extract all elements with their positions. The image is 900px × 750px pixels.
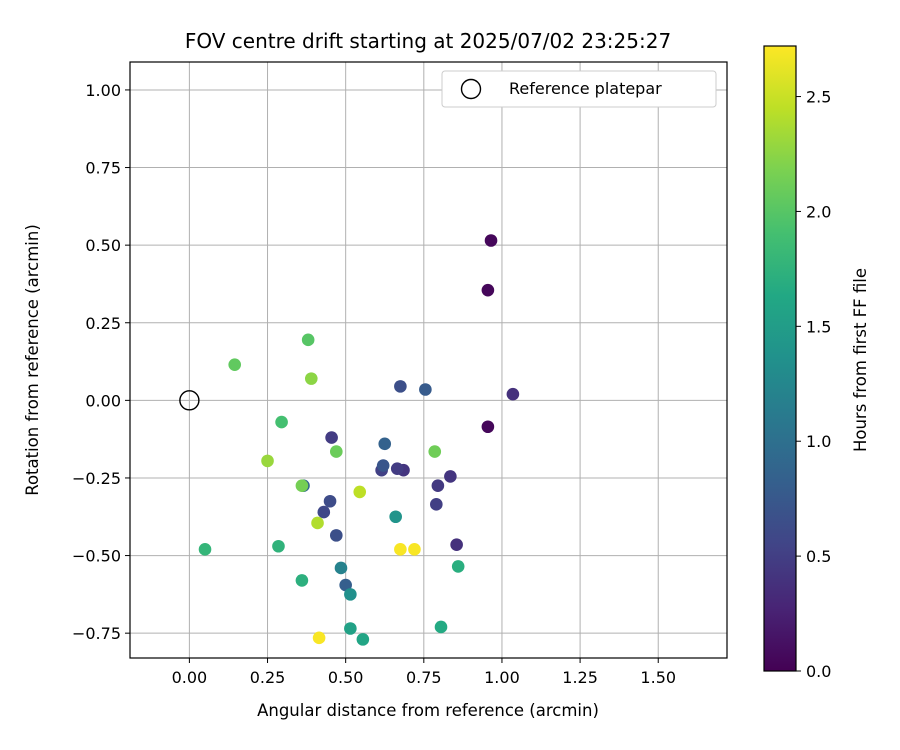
scatter-point	[481, 283, 495, 297]
x-tick-label: 0.75	[406, 668, 442, 687]
scatter-point	[376, 459, 390, 472]
x-axis-label: Angular distance from reference (arcmin)	[257, 701, 599, 720]
data-points	[179, 234, 520, 646]
y-tick-label: 0.75	[85, 159, 121, 178]
x-tick-label: 0.50	[328, 668, 364, 687]
legend-label-reference: Reference platepar	[509, 79, 662, 98]
reference-platepar-marker	[179, 390, 200, 411]
scatter-point	[394, 543, 407, 556]
scatter-point	[450, 538, 463, 551]
grid	[130, 62, 727, 658]
legend-box	[441, 70, 717, 108]
scatter-point	[434, 620, 448, 634]
scatter-point	[378, 437, 392, 451]
scatter-point	[261, 454, 274, 468]
scatter-point	[506, 387, 520, 401]
scatter-point	[295, 574, 309, 587]
scatter-point	[430, 498, 443, 511]
x-tick-label: 0.25	[250, 668, 286, 687]
colorbar: 0.0 0.5 1.0 1.5 2.0 2.5 Hours from first FF f…	[763, 45, 870, 681]
scatter-point	[444, 470, 457, 483]
scatter-point	[329, 529, 343, 542]
scatter-point	[228, 358, 242, 371]
scatter-point	[304, 372, 318, 385]
scatter-point	[329, 445, 343, 458]
scatter-point	[394, 380, 407, 393]
scatter-point	[317, 505, 331, 519]
legend-reference-marker	[460, 78, 482, 100]
scatter-point	[481, 420, 495, 434]
colorbar-ticks: 0.0 0.5 1.0 1.5 2.0 2.5	[796, 88, 831, 681]
colorbar-tick-label: 2.5	[806, 88, 831, 107]
scatter-point	[325, 431, 338, 444]
colorbar-tick-label: 1.5	[806, 317, 831, 336]
scatter-point	[408, 543, 421, 556]
chart-title: FOV centre drift starting at 2025/07/02 …	[185, 29, 671, 53]
y-tick-label: −0.75	[72, 624, 121, 643]
scatter-point	[323, 494, 337, 508]
scatter-point	[275, 415, 288, 429]
x-tick-label: 1.50	[640, 668, 676, 687]
legend: Reference platepar	[441, 70, 717, 108]
x-tick-label: 1.00	[484, 668, 520, 687]
colorbar-gradient	[763, 45, 797, 672]
scatter-point	[344, 588, 357, 601]
scatter-point	[301, 333, 315, 347]
y-tick-label: 0.50	[85, 236, 121, 255]
y-ticks: −0.75 −0.50 −0.25 0.00 0.25 0.50 0.75 1.00	[72, 81, 130, 643]
colorbar-tick-label: 2.0	[806, 202, 831, 221]
scatter-point	[389, 510, 402, 524]
x-ticks: 0.00 0.25 0.50 0.75 1.00 1.25 1.50	[172, 658, 676, 687]
scatter-point	[198, 543, 212, 556]
scatter-point	[272, 539, 285, 553]
scatter-point	[390, 462, 404, 475]
y-axis-label: Rotation from reference (arcmin)	[23, 224, 42, 496]
y-tick-label: −0.50	[72, 547, 121, 566]
y-tick-label: 0.25	[85, 314, 121, 333]
scatter-point	[334, 561, 348, 575]
scatter-point	[295, 479, 309, 493]
x-tick-label: 1.25	[562, 668, 598, 687]
scatter-point	[353, 485, 367, 499]
colorbar-label: Hours from first FF file	[851, 268, 870, 452]
scatter-point	[312, 631, 326, 645]
scatter-point	[339, 578, 352, 592]
scatter-point	[311, 516, 324, 530]
scatter-point	[344, 622, 357, 635]
scatter-point	[484, 234, 498, 247]
scatter-point	[451, 560, 465, 573]
y-tick-label: 0.00	[85, 391, 121, 410]
scatter-point	[356, 633, 370, 646]
colorbar-tick-label: 0.0	[806, 662, 831, 681]
colorbar-tick-label: 1.0	[806, 432, 831, 451]
plot-frame	[129, 61, 728, 659]
x-tick-label: 0.00	[172, 668, 208, 687]
scatter-point	[419, 383, 432, 396]
y-tick-label: −0.25	[72, 469, 121, 488]
scatter-point	[428, 445, 442, 458]
scatter-point	[431, 479, 445, 493]
colorbar-tick-label: 0.5	[806, 547, 831, 566]
y-tick-label: 1.00	[85, 81, 121, 100]
